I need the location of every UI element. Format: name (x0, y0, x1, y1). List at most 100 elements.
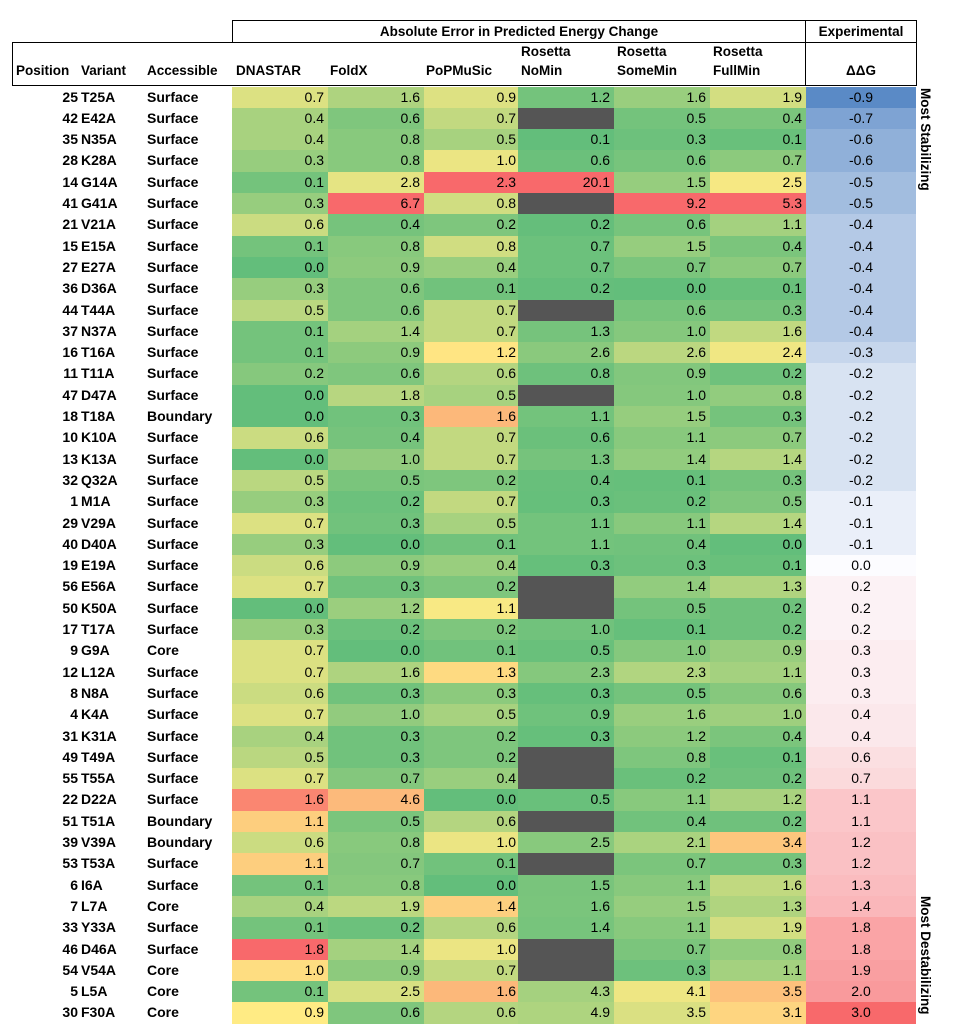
error-value-cell: 0.5 (614, 597, 710, 620)
error-value-cell: 0.2 (328, 491, 424, 513)
ddg-value-cell: 0.3 (806, 682, 916, 705)
accessible-cell: Surface (147, 386, 199, 403)
error-value-cell: 0.2 (518, 278, 614, 300)
ddg-value-cell: 3.0 (806, 1002, 916, 1024)
error-value-cell: 0.9 (518, 704, 614, 726)
missing-value-cell (518, 853, 614, 876)
column-header-ddg: ΔΔG (846, 63, 876, 78)
error-value-cell: 0.8 (614, 746, 710, 769)
error-value-cell: 0.2 (614, 491, 710, 513)
error-value-cell: 0.4 (710, 235, 806, 258)
error-value-cell: 1.0 (328, 448, 424, 471)
header-box-mid-line (12, 42, 917, 43)
column-header-method-2: PoPMuSic (426, 63, 493, 78)
error-value-cell: 0.1 (614, 619, 710, 641)
accessible-cell: Surface (147, 514, 199, 531)
error-value-cell: 1.2 (710, 789, 806, 812)
error-value-cell: 0.4 (328, 427, 424, 450)
position-cell: 32 (62, 471, 78, 488)
column-header-accessible: Accessible (147, 63, 218, 78)
ddg-value-cell: 0.4 (806, 704, 916, 726)
error-value-cell: 0.5 (232, 469, 328, 492)
error-value-cell: 2.3 (424, 171, 520, 194)
error-value-cell: 1.1 (710, 959, 806, 982)
position-cell: 36 (62, 280, 78, 297)
variant-cell: K10A (81, 429, 117, 446)
accessible-cell: Core (147, 983, 179, 1000)
error-value-cell: 0.5 (328, 469, 424, 492)
error-value-cell: 0.2 (710, 768, 806, 790)
accessible-cell: Surface (147, 280, 199, 297)
error-value-cell: 0.0 (328, 533, 424, 556)
error-value-cell: 0.7 (232, 704, 328, 726)
accessible-cell: Core (147, 961, 179, 978)
position-cell: 54 (62, 961, 78, 978)
variant-cell: L7A (81, 897, 108, 914)
missing-value-cell (518, 299, 614, 322)
error-value-cell: 0.9 (710, 640, 806, 663)
group-header-experimental: Experimental (818, 24, 904, 39)
error-value-cell: 0.7 (614, 938, 710, 961)
error-value-cell: 3.5 (614, 1002, 710, 1024)
error-value-cell: 0.1 (518, 129, 614, 151)
error-value-cell: 0.1 (614, 469, 710, 492)
error-value-cell: 1.3 (518, 320, 614, 343)
position-cell: 42 (62, 109, 78, 126)
error-value-cell: 0.7 (232, 661, 328, 684)
variant-cell: N8A (81, 684, 110, 701)
error-value-cell: 1.1 (710, 661, 806, 684)
column-header-position: Position (16, 63, 70, 78)
error-value-cell: 0.8 (328, 874, 424, 897)
variant-cell: G9A (81, 642, 110, 659)
error-value-cell: 0.1 (232, 917, 328, 939)
header-box-left-line (232, 20, 233, 43)
error-value-cell: 0.6 (518, 427, 614, 450)
error-value-cell: 0.9 (424, 86, 520, 109)
ddg-value-cell: -0.5 (806, 171, 916, 194)
error-value-cell: 1.6 (328, 86, 424, 109)
ddg-value-cell: 1.9 (806, 959, 916, 982)
error-value-cell: 1.1 (614, 789, 710, 812)
header-box-right-line (916, 20, 917, 86)
accessible-cell: Surface (147, 429, 199, 446)
position-cell: 4 (70, 706, 78, 723)
ddg-value-cell: 1.2 (806, 853, 916, 876)
error-value-cell: 0.4 (710, 725, 806, 748)
error-value-cell: 0.4 (710, 107, 806, 130)
error-value-cell: 1.4 (424, 895, 520, 918)
variant-cell: D46A (81, 940, 117, 957)
accessible-cell: Surface (147, 88, 199, 105)
ddg-value-cell: -0.2 (806, 384, 916, 407)
error-value-cell: 1.6 (328, 661, 424, 684)
error-value-cell: 0.2 (710, 597, 806, 620)
error-value-cell: 0.6 (232, 832, 328, 854)
missing-value-cell (518, 938, 614, 961)
error-value-cell: 0.7 (424, 299, 520, 322)
error-value-cell: 2.3 (518, 661, 614, 684)
ddg-value-cell: -0.3 (806, 342, 916, 364)
error-value-cell: 0.2 (710, 810, 806, 833)
error-value-cell: 1.6 (424, 981, 520, 1003)
ddg-value-cell: 1.8 (806, 917, 916, 939)
error-value-cell: 0.5 (232, 299, 328, 322)
accessible-cell: Surface (147, 450, 199, 467)
position-cell: 39 (62, 834, 78, 850)
variant-cell: D40A (81, 535, 117, 552)
variant-cell: T17A (81, 621, 116, 637)
error-value-cell: 0.3 (710, 469, 806, 492)
error-value-cell: 1.0 (614, 384, 710, 407)
variant-cell: T11A (81, 365, 115, 382)
error-value-cell: 0.0 (424, 789, 520, 812)
error-value-cell: 0.8 (710, 384, 806, 407)
error-value-cell: 0.7 (424, 959, 520, 982)
error-value-cell: 1.6 (614, 704, 710, 726)
ddg-value-cell: 1.2 (806, 832, 916, 854)
error-value-cell: 0.1 (710, 278, 806, 300)
position-cell: 9 (70, 642, 78, 659)
accessible-cell: Surface (147, 109, 199, 126)
variant-cell: D22A (81, 791, 117, 808)
accessible-cell: Surface (147, 748, 199, 765)
ddg-value-cell: -0.4 (806, 320, 916, 343)
error-value-cell: 0.0 (232, 448, 328, 471)
ddg-value-cell: -0.7 (806, 107, 916, 130)
